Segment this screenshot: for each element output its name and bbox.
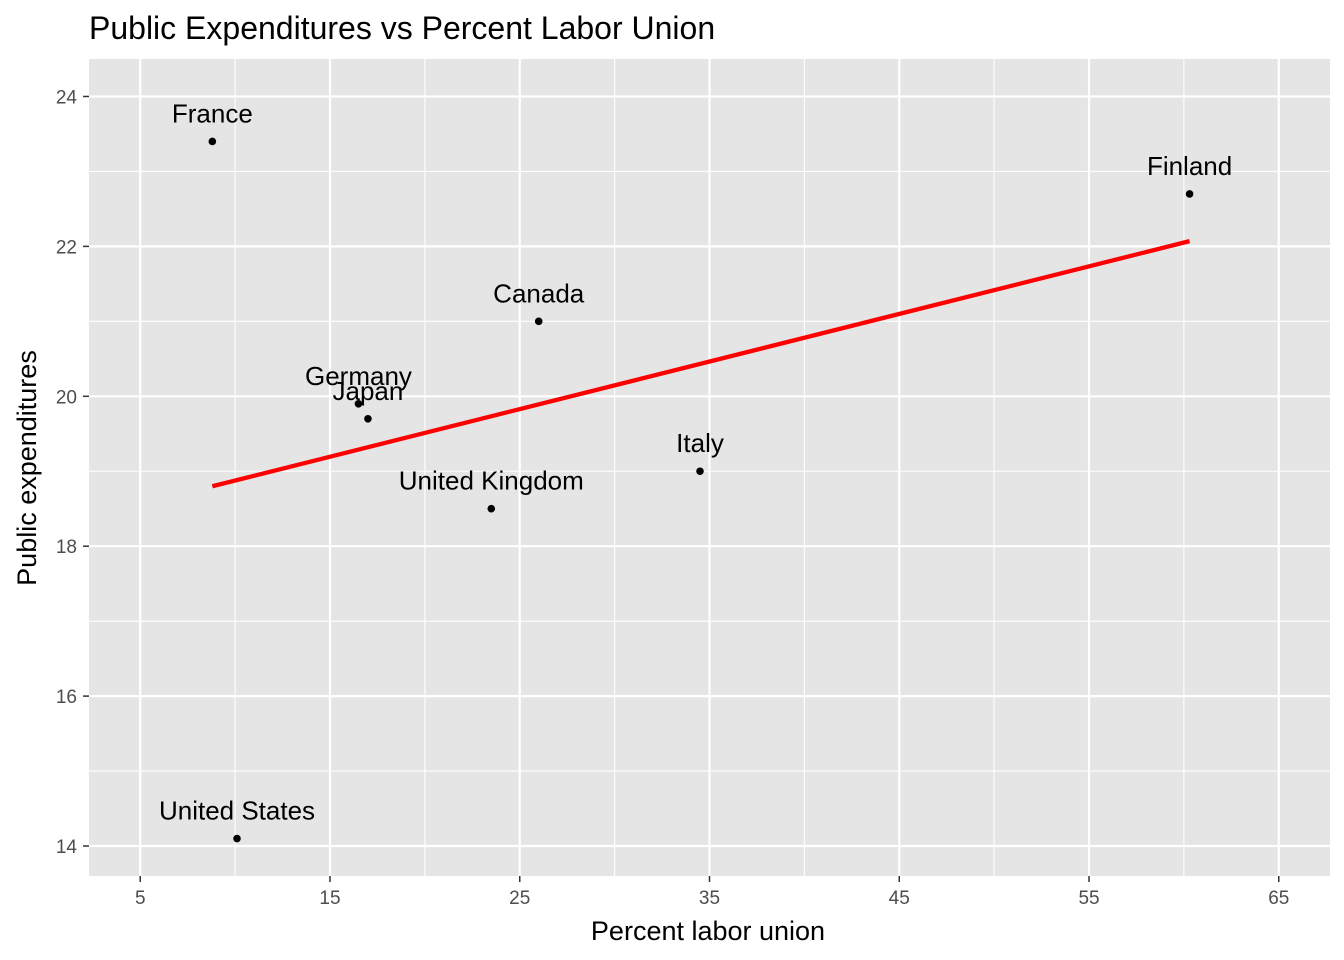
- chart-title: Public Expenditures vs Percent Labor Uni…: [89, 10, 715, 46]
- x-tick-label: 55: [1078, 888, 1099, 909]
- data-point: [1185, 190, 1194, 198]
- point-label: Finland: [1147, 151, 1232, 181]
- x-axis-title: Percent labor union: [591, 916, 825, 946]
- x-axis: 5 15 25 35 45 55 65: [135, 876, 1289, 909]
- data-point: [208, 137, 217, 146]
- x-tick-label: 5: [135, 888, 146, 909]
- y-axis-title: Public expenditures: [12, 350, 42, 586]
- x-tick-label: 25: [509, 888, 530, 909]
- y-tick-label: 22: [56, 237, 77, 258]
- x-tick-label: 15: [319, 888, 340, 909]
- point-label: Canada: [493, 278, 585, 308]
- data-point: [534, 317, 543, 326]
- y-tick-label: 24: [56, 87, 78, 108]
- points-layer: [208, 137, 1194, 843]
- x-tick-label: 45: [889, 888, 910, 909]
- data-point: [354, 399, 363, 408]
- y-tick-label: 18: [56, 537, 77, 558]
- data-point: [233, 834, 241, 843]
- x-tick-label: 65: [1268, 888, 1289, 909]
- fit-line-layer: [211, 239, 1191, 489]
- point-label: United States: [159, 796, 315, 826]
- y-tick-label: 16: [56, 687, 77, 708]
- point-label: Germany: [305, 361, 412, 391]
- fit-line: [211, 239, 1191, 489]
- y-axis: 14 16 18 20 22 24: [56, 87, 89, 858]
- y-tick-label: 14: [56, 837, 78, 858]
- data-point: [696, 467, 704, 476]
- data-point: [364, 414, 372, 423]
- major-grid: [89, 59, 1330, 876]
- point-label: United Kingdom: [399, 466, 584, 496]
- data-point: [487, 504, 496, 513]
- point-label: Japan: [333, 376, 404, 406]
- point-label: Italy: [676, 428, 724, 458]
- x-tick-label: 35: [699, 888, 720, 909]
- y-tick-label: 20: [56, 387, 77, 408]
- point-label: France: [172, 98, 253, 128]
